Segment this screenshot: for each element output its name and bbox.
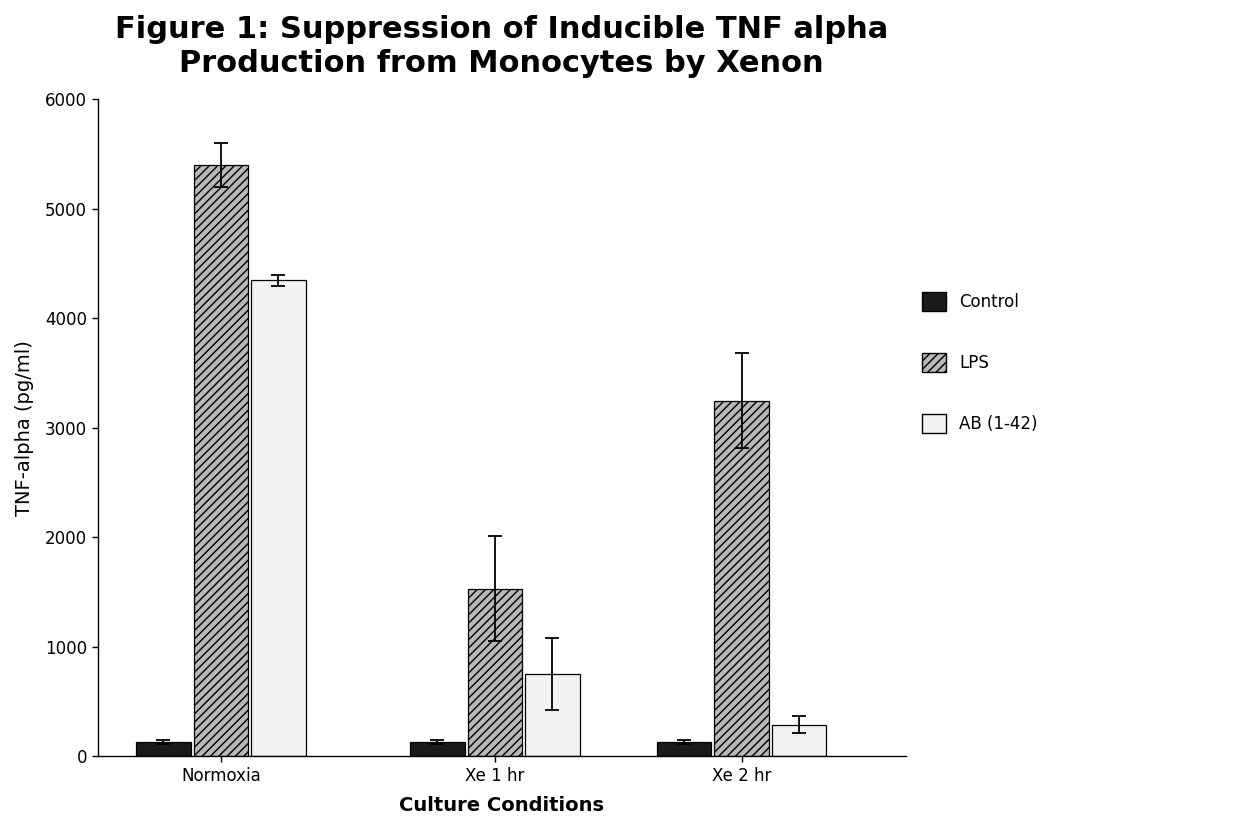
- X-axis label: Culture Conditions: Culture Conditions: [399, 796, 604, 815]
- Y-axis label: TNF-alpha (pg/ml): TNF-alpha (pg/ml): [15, 340, 33, 516]
- Bar: [136, 742, 191, 756]
- Bar: [193, 165, 248, 756]
- Bar: [656, 742, 712, 756]
- Bar: [250, 280, 306, 756]
- Title: Figure 1: Suppression of Inducible TNF alpha
Production from Monocytes by Xenon: Figure 1: Suppression of Inducible TNF a…: [115, 15, 888, 77]
- Bar: [467, 589, 522, 756]
- Bar: [714, 401, 769, 756]
- Bar: [410, 742, 465, 756]
- Legend: Control, LPS, AB (1-42): Control, LPS, AB (1-42): [923, 291, 1038, 432]
- Bar: [525, 674, 580, 756]
- Bar: [771, 725, 826, 756]
